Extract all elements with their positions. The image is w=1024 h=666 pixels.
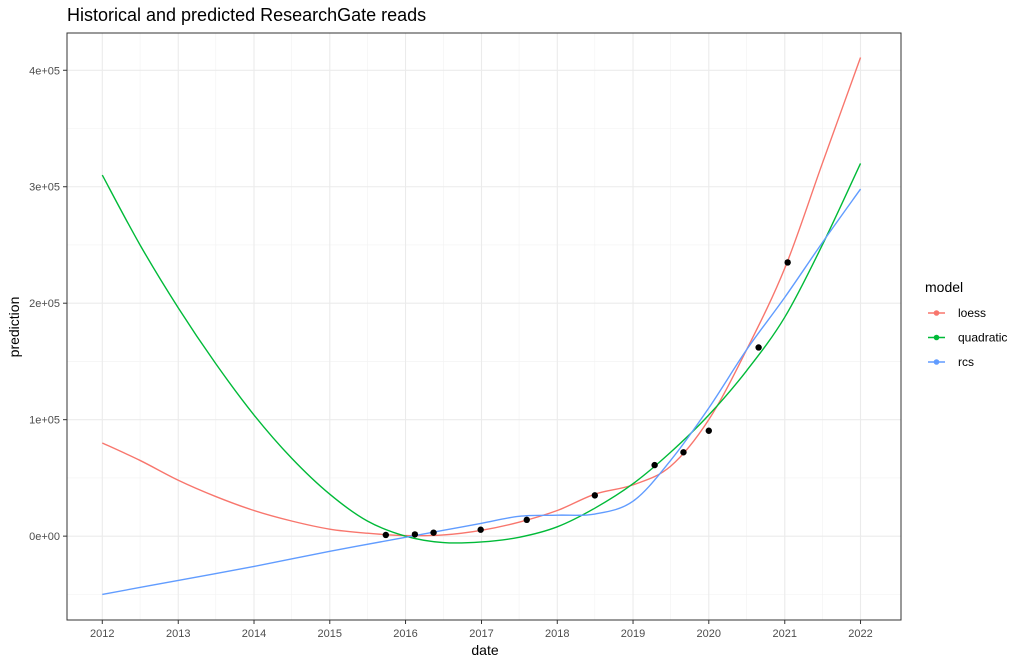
series-line-rcs [102,188,862,596]
x-tick-label: 2013 [166,628,190,640]
grid-major [67,33,901,620]
series-line-quadratic [101,163,862,544]
panel-border [66,32,902,621]
grid-minor [67,33,901,620]
y-tick-label: 3e+05 [29,182,60,194]
observed-point [430,529,437,536]
observed-point [784,259,791,266]
legend-item-quadratic: quadratic [928,331,1007,345]
y-axis: 0e+00 1e+05 2e+05 3e+05 4e+05 [29,65,67,543]
legend-key-point [933,334,940,341]
x-tick-label: 2020 [697,628,721,640]
x-tick-label: 2012 [90,628,114,640]
observed-point [523,516,530,524]
observed-point [651,461,658,469]
observed-point [755,344,762,351]
y-tick-label: 2e+05 [29,298,60,310]
x-tick-label: 2019 [621,628,645,640]
legend-key-point [933,359,940,365]
x-tick-label: 2021 [773,628,797,640]
legend-item-rcs: rcs [928,355,974,369]
series-line-loess [101,57,862,537]
x-tick-label: 2018 [545,628,569,640]
observed-point [705,427,712,434]
x-tick-label: 2017 [469,628,493,640]
legend-key-point [933,310,940,316]
observed-point [411,531,419,538]
series-layer [101,57,862,596]
x-tick-label: 2014 [242,628,266,640]
legend-title: model [925,279,963,295]
observed-point [477,526,484,533]
legend-label: loess [958,306,986,320]
x-axis-title: date [471,642,498,658]
chart-title: Historical and predicted ResearchGate re… [67,5,426,25]
observed-point [680,449,687,456]
y-tick-label: 4e+05 [29,65,60,77]
legend-label: rcs [958,355,974,369]
x-tick-label: 2016 [393,628,417,640]
y-tick-label: 0e+00 [29,531,60,543]
legend-label: quadratic [958,331,1007,345]
observed-points [382,259,791,539]
y-axis-title: prediction [6,297,22,358]
observed-point [591,492,599,499]
x-tick-label: 2022 [848,628,872,640]
plot-panel [66,32,902,621]
x-axis: 2012 2013 2014 2015 2016 2017 2018 2019 2020 2021… [90,620,873,640]
x-tick-label: 2015 [318,628,342,640]
legend: model loess quadratic rcs [925,279,1007,369]
legend-item-loess: loess [928,306,986,320]
y-tick-label: 1e+05 [29,415,60,427]
panel-background [67,33,901,620]
observed-point [382,531,390,539]
